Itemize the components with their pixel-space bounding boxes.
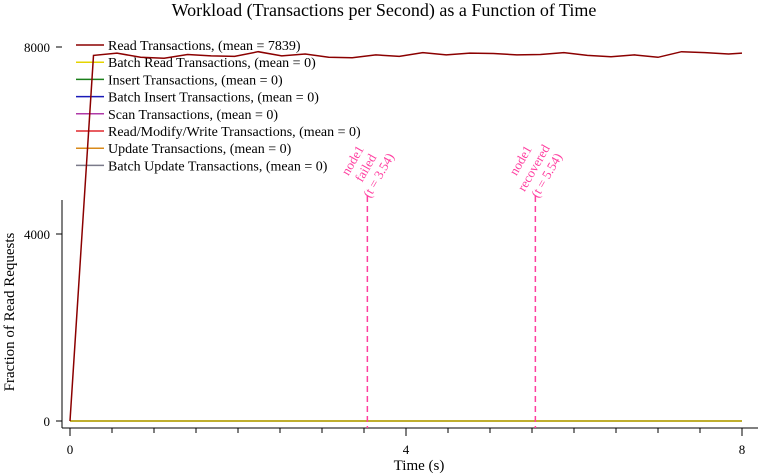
series bbox=[69, 50, 743, 422]
legend-entry: Read/Modify/Write Transactions, (mean = … bbox=[108, 125, 361, 140]
x-tick-label: 8 bbox=[739, 442, 746, 457]
y-axis-label: Fraction of Read Requests bbox=[2, 232, 18, 391]
x-tick-label: 4 bbox=[403, 442, 410, 457]
chart-title: Workload (Transactions per Second) as a … bbox=[172, 0, 597, 21]
legend-entry: Update Transactions, (mean = 0) bbox=[108, 142, 292, 157]
axes bbox=[61, 200, 758, 429]
x-axis-label: Time (s) bbox=[394, 458, 445, 474]
legend-entry: Batch Update Transactions, (mean = 0) bbox=[108, 159, 328, 174]
series-line-read bbox=[69, 50, 743, 422]
legend-entry: Read Transactions, (mean = 7839) bbox=[108, 39, 301, 54]
legend-entry: Batch Insert Transactions, (mean = 0) bbox=[108, 91, 319, 106]
x-tick-label: 0 bbox=[67, 442, 74, 457]
legend: Read Transactions, (mean = 7839) Batch Re… bbox=[76, 39, 361, 174]
legend-entry: Insert Transactions, (mean = 0) bbox=[108, 73, 283, 88]
legend-entry: Scan Transactions, (mean = 0) bbox=[108, 108, 278, 123]
ticks: 0 4000 8000 0 4 8 bbox=[24, 40, 745, 457]
legend-entry: Batch Read Transactions, (mean = 0) bbox=[108, 56, 316, 71]
y-tick-label: 8000 bbox=[24, 40, 50, 55]
y-tick-label: 0 bbox=[44, 414, 51, 429]
y-tick-label: 4000 bbox=[24, 227, 50, 242]
